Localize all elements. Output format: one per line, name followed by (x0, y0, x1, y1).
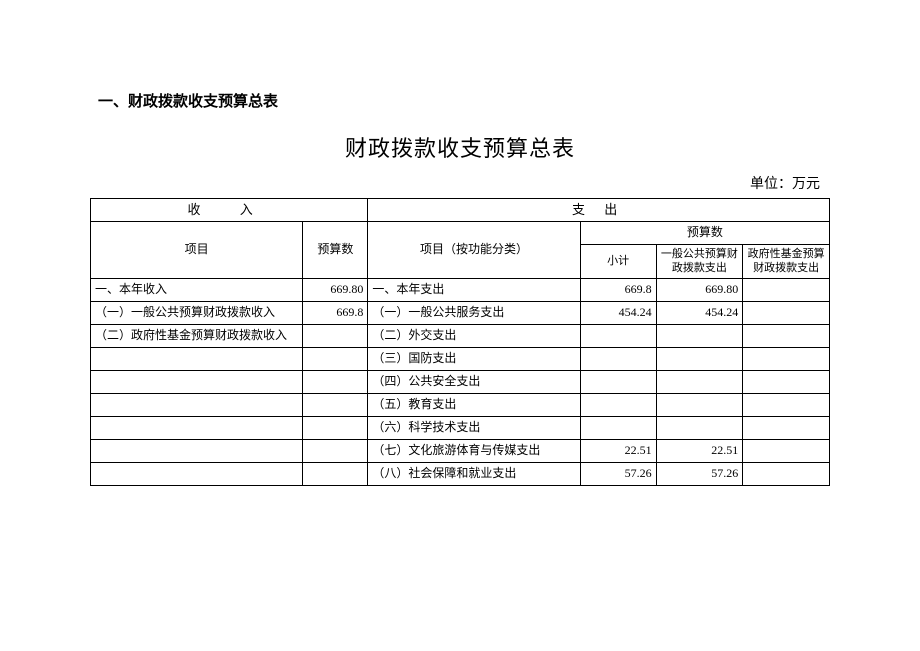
table-row: （二）政府性基金预算财政拨款收入 （二）外交支出 (91, 324, 830, 347)
income-item-cell: （一）一般公共预算财政拨款收入 (91, 301, 303, 324)
subtotal-cell: 454.24 (580, 301, 656, 324)
expense-item-cell: （八）社会保障和就业支出 (368, 462, 580, 485)
gov-fund-cell (743, 416, 830, 439)
page-title: 财政拨款收支预算总表 (90, 131, 830, 163)
table-row: （五）教育支出 (91, 393, 830, 416)
gov-fund-cell (743, 462, 830, 485)
header-gov-fund: 政府性基金预算财政拨款支出 (743, 245, 830, 279)
expense-item-cell: （七）文化旅游体育与传媒支出 (368, 439, 580, 462)
income-value-cell (303, 370, 368, 393)
income-item-cell: （二）政府性基金预算财政拨款收入 (91, 324, 303, 347)
gen-public-cell (656, 393, 743, 416)
income-item-cell (91, 416, 303, 439)
expense-item-cell: （三）国防支出 (368, 347, 580, 370)
expense-item-cell: 一、本年支出 (368, 278, 580, 301)
gen-public-cell (656, 416, 743, 439)
table-row: （七）文化旅游体育与传媒支出22.5122.51 (91, 439, 830, 462)
gov-fund-cell (743, 347, 830, 370)
subtotal-cell (580, 393, 656, 416)
income-value-cell (303, 393, 368, 416)
subtotal-cell (580, 324, 656, 347)
expense-item-cell: （一）一般公共服务支出 (368, 301, 580, 324)
header-subtotal: 小计 (580, 245, 656, 279)
subtotal-cell (580, 347, 656, 370)
table-row: （三）国防支出 (91, 347, 830, 370)
section-heading: 一、财政拨款收支预算总表 (98, 90, 830, 111)
gen-public-cell (656, 324, 743, 347)
income-value-cell (303, 439, 368, 462)
gov-fund-cell (743, 393, 830, 416)
gen-public-cell: 454.24 (656, 301, 743, 324)
expense-item-cell: （四）公共安全支出 (368, 370, 580, 393)
expense-item-cell: （六）科学技术支出 (368, 416, 580, 439)
subtotal-cell: 57.26 (580, 462, 656, 485)
header-gen-public: 一般公共预算财政拨款支出 (656, 245, 743, 279)
income-value-cell (303, 347, 368, 370)
income-item-cell: 一、本年收入 (91, 278, 303, 301)
expense-item-cell: （五）教育支出 (368, 393, 580, 416)
income-item-cell (91, 393, 303, 416)
income-item-cell (91, 462, 303, 485)
income-value-cell: 669.8 (303, 301, 368, 324)
table-row: （一）一般公共预算财政拨款收入669.8（一）一般公共服务支出454.24454… (91, 301, 830, 324)
header-item: 项目 (91, 222, 303, 279)
header-expense: 支 出 (368, 199, 830, 222)
table-row: （八）社会保障和就业支出57.2657.26 (91, 462, 830, 485)
income-value-cell: 669.80 (303, 278, 368, 301)
gen-public-cell (656, 347, 743, 370)
header-expense-item: 项目（按功能分类） (368, 222, 580, 279)
gov-fund-cell (743, 301, 830, 324)
gen-public-cell: 57.26 (656, 462, 743, 485)
header-income: 收 入 (91, 199, 368, 222)
table-row: （六）科学技术支出 (91, 416, 830, 439)
gov-fund-cell (743, 439, 830, 462)
income-value-cell (303, 324, 368, 347)
gen-public-cell (656, 370, 743, 393)
table-row: （四）公共安全支出 (91, 370, 830, 393)
expense-item-cell: （二）外交支出 (368, 324, 580, 347)
income-item-cell (91, 347, 303, 370)
budget-table: 收 入 支 出 项目 预算数 项目（按功能分类） 预算数 小计 一般公共预算财政… (90, 198, 830, 486)
gov-fund-cell (743, 324, 830, 347)
gov-fund-cell (743, 370, 830, 393)
income-item-cell (91, 439, 303, 462)
income-value-cell (303, 416, 368, 439)
subtotal-cell: 669.8 (580, 278, 656, 301)
gov-fund-cell (743, 278, 830, 301)
header-budget-num-group: 预算数 (580, 222, 829, 245)
subtotal-cell: 22.51 (580, 439, 656, 462)
gen-public-cell: 669.80 (656, 278, 743, 301)
subtotal-cell (580, 370, 656, 393)
income-value-cell (303, 462, 368, 485)
table-row: 一、本年收入669.80一、本年支出669.8669.80 (91, 278, 830, 301)
unit-label: 单位：万元 (90, 173, 820, 193)
income-item-cell (91, 370, 303, 393)
gen-public-cell: 22.51 (656, 439, 743, 462)
header-budget-num: 预算数 (303, 222, 368, 279)
subtotal-cell (580, 416, 656, 439)
